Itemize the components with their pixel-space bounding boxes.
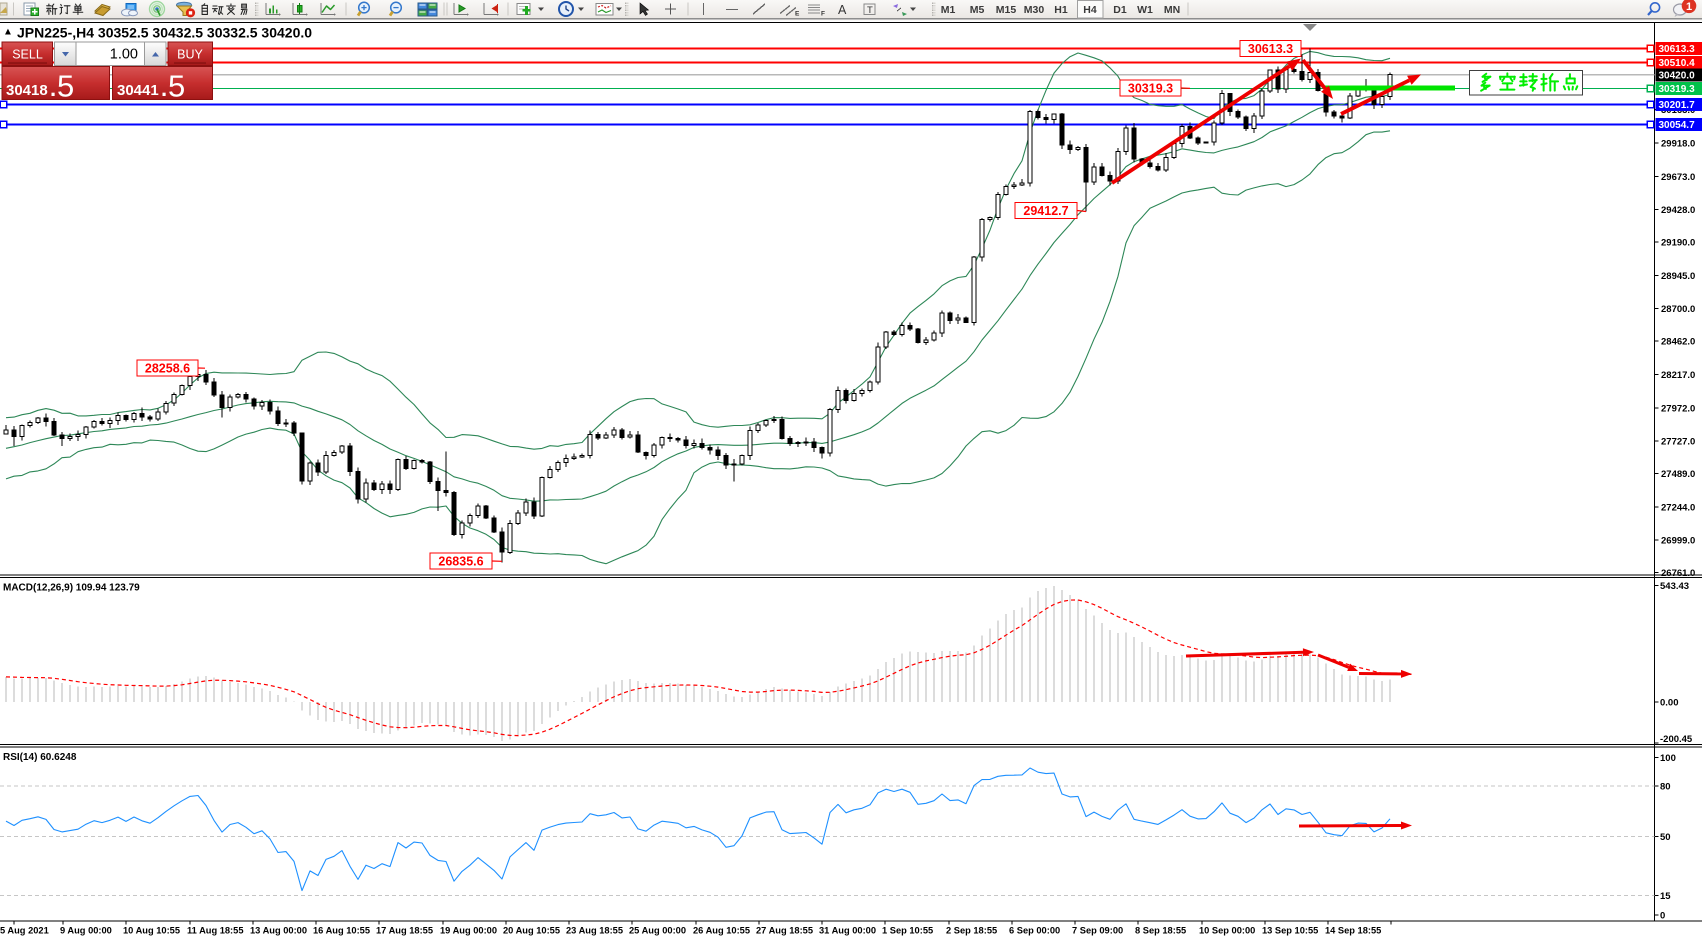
svg-text:28217.0: 28217.0 bbox=[1661, 370, 1695, 381]
svg-text:5: 5 bbox=[57, 69, 74, 104]
svg-text:5 Aug 2021: 5 Aug 2021 bbox=[0, 926, 49, 936]
svg-text:E: E bbox=[795, 11, 800, 18]
svg-text:13 Sep 10:55: 13 Sep 10:55 bbox=[1262, 926, 1318, 936]
svg-text:30613.3: 30613.3 bbox=[1248, 42, 1293, 56]
svg-text:30319.3: 30319.3 bbox=[1128, 82, 1173, 96]
svg-text:1: 1 bbox=[1686, 1, 1692, 13]
svg-text:▲: ▲ bbox=[3, 27, 13, 38]
svg-text:100: 100 bbox=[1660, 753, 1676, 764]
svg-text:23 Aug 18:55: 23 Aug 18:55 bbox=[566, 926, 623, 936]
svg-text:1.00: 1.00 bbox=[110, 47, 138, 63]
svg-text:29412.7: 29412.7 bbox=[1023, 204, 1068, 218]
svg-text:M5: M5 bbox=[970, 4, 985, 16]
svg-text:29918.0: 29918.0 bbox=[1661, 139, 1695, 150]
svg-text:MN: MN bbox=[1164, 4, 1180, 16]
svg-text:SELL: SELL bbox=[12, 48, 43, 62]
svg-text:543.43: 543.43 bbox=[1660, 581, 1689, 592]
svg-text:80: 80 bbox=[1660, 782, 1671, 793]
svg-text:19 Aug 00:00: 19 Aug 00:00 bbox=[440, 926, 497, 936]
svg-text:F: F bbox=[821, 11, 825, 18]
svg-text:5: 5 bbox=[168, 69, 185, 104]
svg-text:10 Aug 10:55: 10 Aug 10:55 bbox=[123, 926, 180, 936]
svg-text:50: 50 bbox=[1660, 832, 1671, 843]
svg-text:.: . bbox=[161, 76, 167, 101]
svg-text:27244.0: 27244.0 bbox=[1661, 502, 1695, 513]
svg-text:26 Aug 10:55: 26 Aug 10:55 bbox=[693, 926, 750, 936]
svg-text:W1: W1 bbox=[1137, 4, 1153, 16]
svg-text:30418: 30418 bbox=[6, 82, 48, 99]
svg-text:25 Aug 00:00: 25 Aug 00:00 bbox=[629, 926, 686, 936]
svg-text:BUY: BUY bbox=[177, 48, 203, 62]
svg-text:15: 15 bbox=[1660, 891, 1671, 902]
svg-text:30441: 30441 bbox=[117, 82, 159, 99]
svg-text:13 Aug 00:00: 13 Aug 00:00 bbox=[250, 926, 307, 936]
svg-text:-200.45: -200.45 bbox=[1660, 734, 1693, 745]
svg-text:27972.0: 27972.0 bbox=[1661, 403, 1695, 414]
svg-text:H1: H1 bbox=[1054, 4, 1068, 16]
svg-text:30319.3: 30319.3 bbox=[1659, 84, 1696, 95]
svg-text:10 Sep 00:00: 10 Sep 00:00 bbox=[1199, 926, 1255, 936]
svg-text:30420.0: 30420.0 bbox=[1659, 71, 1696, 82]
svg-text:30201.7: 30201.7 bbox=[1659, 100, 1696, 111]
svg-text:26761.0: 26761.0 bbox=[1661, 568, 1695, 579]
svg-text:6 Sep 00:00: 6 Sep 00:00 bbox=[1009, 926, 1060, 936]
svg-text:9 Aug 00:00: 9 Aug 00:00 bbox=[60, 926, 112, 936]
svg-text:28945.0: 28945.0 bbox=[1661, 271, 1695, 282]
svg-text:27 Aug 18:55: 27 Aug 18:55 bbox=[756, 926, 813, 936]
svg-text:M15: M15 bbox=[996, 4, 1017, 16]
svg-text:0.00: 0.00 bbox=[1660, 698, 1679, 709]
svg-text:D1: D1 bbox=[1113, 4, 1127, 16]
svg-text:29190.0: 29190.0 bbox=[1661, 238, 1695, 249]
svg-text:1 Sep 10:55: 1 Sep 10:55 bbox=[882, 926, 933, 936]
svg-text:RSI(14) 60.6248: RSI(14) 60.6248 bbox=[3, 752, 77, 763]
svg-text:27727.0: 27727.0 bbox=[1661, 437, 1695, 448]
svg-text:30613.3: 30613.3 bbox=[1659, 44, 1696, 55]
svg-text:20 Aug 10:55: 20 Aug 10:55 bbox=[503, 926, 560, 936]
svg-text:M1: M1 bbox=[941, 4, 956, 16]
svg-text:8 Sep 18:55: 8 Sep 18:55 bbox=[1135, 926, 1186, 936]
svg-text:29428.0: 29428.0 bbox=[1661, 205, 1695, 216]
svg-text:26999.0: 26999.0 bbox=[1661, 536, 1695, 547]
svg-text:0: 0 bbox=[1660, 911, 1665, 922]
svg-text:28700.0: 28700.0 bbox=[1661, 304, 1695, 315]
svg-text:T: T bbox=[867, 5, 873, 16]
svg-text:M30: M30 bbox=[1024, 4, 1045, 16]
svg-text:14 Sep 18:55: 14 Sep 18:55 bbox=[1325, 926, 1381, 936]
svg-text:7 Sep 09:00: 7 Sep 09:00 bbox=[1072, 926, 1123, 936]
svg-text:26835.6: 26835.6 bbox=[438, 555, 483, 569]
svg-text:16 Aug 10:55: 16 Aug 10:55 bbox=[313, 926, 370, 936]
svg-text:MACD(12,26,9) 109.94 123.79: MACD(12,26,9) 109.94 123.79 bbox=[3, 583, 140, 594]
svg-text:27489.0: 27489.0 bbox=[1661, 469, 1695, 480]
svg-text:28258.6: 28258.6 bbox=[145, 362, 190, 376]
svg-text:31 Aug 00:00: 31 Aug 00:00 bbox=[819, 926, 876, 936]
svg-text:28462.0: 28462.0 bbox=[1661, 337, 1695, 348]
svg-text:JPN225-,H4 30352.5 30432.5 30: JPN225-,H4 30352.5 30432.5 30332.5 30420… bbox=[17, 25, 312, 41]
svg-text:H4: H4 bbox=[1083, 4, 1097, 16]
svg-text:30510.4: 30510.4 bbox=[1659, 58, 1696, 69]
svg-text:29673.0: 29673.0 bbox=[1661, 172, 1695, 183]
svg-text:17 Aug 18:55: 17 Aug 18:55 bbox=[376, 926, 433, 936]
svg-text:A: A bbox=[838, 3, 847, 17]
svg-text:.: . bbox=[50, 76, 56, 101]
svg-text:2 Sep 18:55: 2 Sep 18:55 bbox=[946, 926, 997, 936]
svg-text:30054.7: 30054.7 bbox=[1659, 120, 1696, 131]
svg-text:11 Aug 18:55: 11 Aug 18:55 bbox=[187, 926, 244, 936]
